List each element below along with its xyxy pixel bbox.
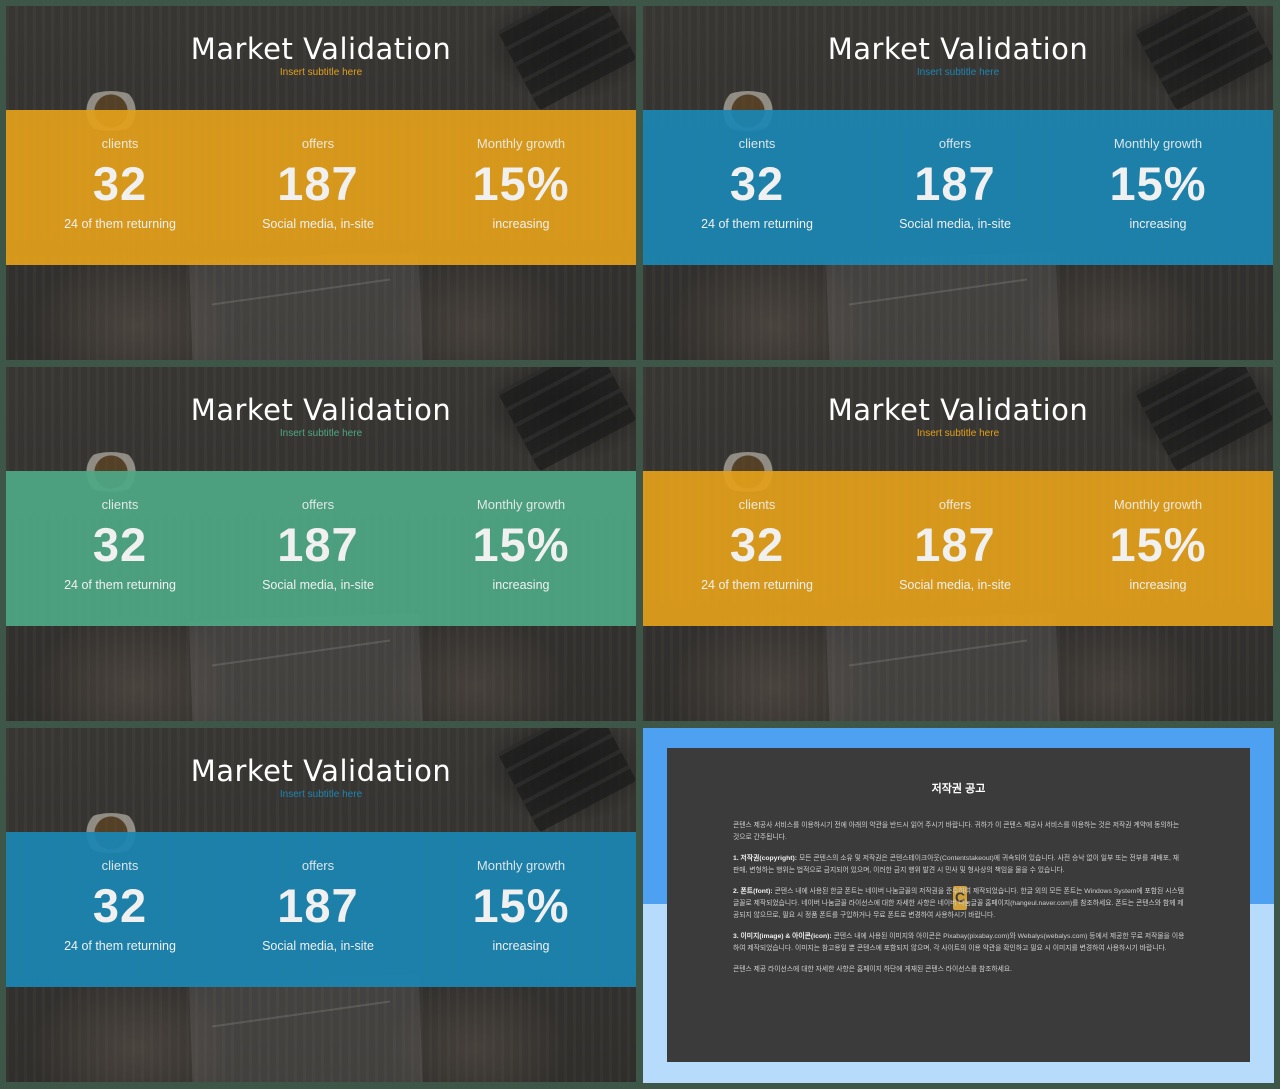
stat-description: Social media, in-site [262, 939, 374, 953]
slide-market-validation: Market Validation Insert subtitle here c… [6, 367, 636, 721]
copyright-section-3: 3. 이미지(image) & 아이콘(icon): 콘텐스 내에 사용된 이미… [733, 931, 1185, 955]
stat-label: clients [101, 136, 139, 151]
stat-label: offers [938, 136, 972, 151]
stat-value: 32 [729, 518, 785, 571]
stat-description: Social media, in-site [899, 578, 1011, 592]
copyright-section-1-text: 모든 콘텐스의 소유 및 저작권은 콘텐스테이크아웃(Contentstakeo… [733, 855, 1179, 874]
slide-subtitle: Insert subtitle here [279, 789, 363, 800]
stat-label: offers [301, 858, 335, 873]
copyright-section-2-text: 콘텐스 내에 사용된 한글 폰트는 네이버 나눔글꼴의 저작권을 준수하여 제작… [733, 888, 1184, 919]
stat-value: 15% [472, 879, 570, 932]
stat-description: increasing [1129, 217, 1187, 231]
slide-subtitle: Insert subtitle here [916, 67, 1000, 78]
copyright-title: 저작권 공고 [931, 783, 986, 795]
copyright-outro: 콘텐스 제공 라이선스에 대한 자세한 사항은 홈페이지 하단에 게재된 콘텐스… [733, 966, 1013, 973]
stat-description: increasing [492, 578, 550, 592]
stat-label: Monthly growth [476, 858, 566, 873]
stat-label: clients [101, 858, 139, 873]
chart-paper-image [188, 974, 424, 1082]
stat-label: offers [301, 497, 335, 512]
slide-title: Market Validation [190, 393, 452, 427]
stat-value: 32 [729, 157, 785, 210]
stat-value: 187 [914, 518, 996, 571]
stat-value: 15% [472, 518, 570, 571]
stat-description: Social media, in-site [262, 578, 374, 592]
slide-market-validation: Market Validation Insert subtitle here c… [6, 728, 636, 1082]
copyright-intro: 콘텐스 제공사 서비스를 이용하시기 전에 아래의 약관을 반드시 읽어 주시기… [733, 822, 1180, 841]
stat-label: clients [738, 497, 776, 512]
stats-band: clients 32 24 of them returning offers 1… [6, 832, 636, 987]
chart-paper-image [825, 613, 1061, 721]
slide-title: Market Validation [827, 393, 1089, 427]
slide-title: Market Validation [190, 32, 452, 66]
copyright-section-2-head: 2. 폰트(font): [733, 888, 773, 895]
chart-paper-image [825, 252, 1061, 360]
copyright-slide: 저작권 공고 C 콘텐스 제공사 서비스를 이용하시기 전에 아래의 약관을 반… [643, 728, 1274, 1083]
slide-market-validation: Market Validation Insert subtitle here c… [643, 6, 1273, 360]
slide-market-validation: Market Validation Insert subtitle here c… [643, 367, 1273, 721]
stat-label: clients [101, 497, 139, 512]
slide-subtitle: Insert subtitle here [916, 428, 1000, 439]
stat-value: 15% [472, 157, 570, 210]
stat-value: 187 [277, 518, 359, 571]
stat-value: 15% [1109, 157, 1207, 210]
brand-logo-icon: C [953, 886, 967, 910]
copyright-section-3-text: 콘텐스 내에 사용된 이미지와 아이콘은 Pixabay(pixabay.com… [733, 933, 1185, 952]
chart-paper-image [188, 613, 424, 721]
slide-title: Market Validation [190, 754, 452, 788]
stat-value: 32 [92, 157, 148, 210]
stat-label: Monthly growth [476, 497, 566, 512]
stat-description: 24 of them returning [64, 578, 176, 592]
stat-value: 32 [92, 518, 148, 571]
stat-description: Social media, in-site [899, 217, 1011, 231]
stat-description: 24 of them returning [64, 217, 176, 231]
copyright-section-1-head: 1. 저작권(copyright): [733, 855, 798, 862]
slide-market-validation: Market Validation Insert subtitle here c… [6, 6, 636, 360]
stats-band: clients 32 24 of them returning offers 1… [6, 110, 636, 265]
stat-value: 187 [277, 879, 359, 932]
copyright-section-1: 1. 저작권(copyright): 모든 콘텐스의 소유 및 저작권은 콘텐스… [733, 853, 1185, 877]
stat-description: increasing [1129, 578, 1187, 592]
stat-value: 187 [277, 157, 359, 210]
stat-label: offers [938, 497, 972, 512]
stats-band: clients 32 24 of them returning offers 1… [643, 471, 1273, 626]
copyright-section-3-head: 3. 이미지(image) & 아이콘(icon): [733, 933, 832, 940]
stat-description: 24 of them returning [701, 217, 813, 231]
slide-subtitle: Insert subtitle here [279, 67, 363, 78]
copyright-section-2: 2. 폰트(font): 콘텐스 내에 사용된 한글 폰트는 네이버 나눔글꼴의… [733, 886, 1185, 922]
stat-value: 15% [1109, 518, 1207, 571]
stat-label: Monthly growth [1113, 136, 1203, 151]
stat-label: offers [301, 136, 335, 151]
stat-label: Monthly growth [476, 136, 566, 151]
stat-label: Monthly growth [1113, 497, 1203, 512]
stat-description: 24 of them returning [64, 939, 176, 953]
stat-description: Social media, in-site [262, 217, 374, 231]
chart-paper-image [188, 252, 424, 360]
stat-description: increasing [492, 939, 550, 953]
copyright-card: 저작권 공고 C 콘텐스 제공사 서비스를 이용하시기 전에 아래의 약관을 반… [667, 748, 1250, 1062]
stats-band: clients 32 24 of them returning offers 1… [643, 110, 1273, 265]
stat-description: increasing [492, 217, 550, 231]
stat-label: clients [738, 136, 776, 151]
copyright-body: 콘텐스 제공사 서비스를 이용하시기 전에 아래의 약관을 반드시 읽어 주시기… [733, 820, 1185, 985]
stats-band: clients 32 24 of them returning offers 1… [6, 471, 636, 626]
stat-description: 24 of them returning [701, 578, 813, 592]
stat-value: 187 [914, 157, 996, 210]
stat-value: 32 [92, 879, 148, 932]
slide-subtitle: Insert subtitle here [279, 428, 363, 439]
slide-title: Market Validation [827, 32, 1089, 66]
